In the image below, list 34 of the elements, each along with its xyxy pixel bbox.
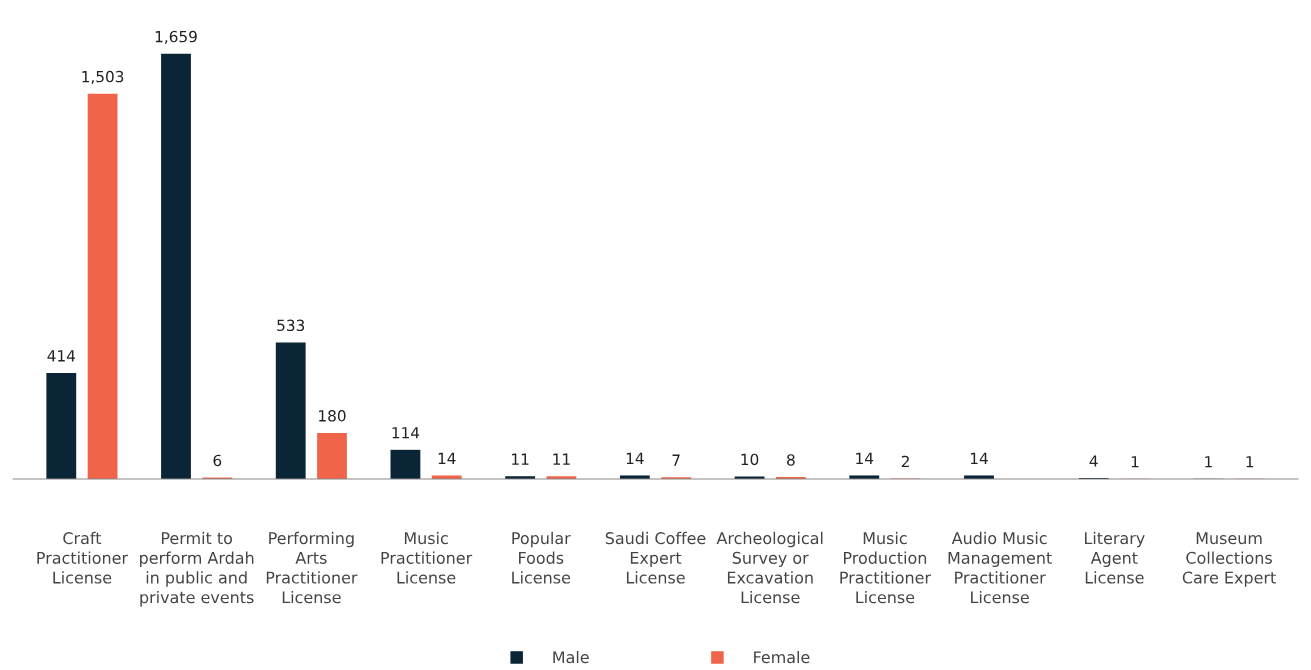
x-tick-label: Music Production Practitioner License <box>840 531 932 604</box>
data-label: 1,503 <box>82 70 124 84</box>
x-tick-label: Craft Practitioner License <box>37 531 129 584</box>
data-label: 1,659 <box>155 30 197 44</box>
data-label: 1 <box>1205 456 1212 468</box>
data-label: 8 <box>787 454 795 466</box>
data-label: 14 <box>970 452 988 464</box>
data-label: 114 <box>392 427 420 439</box>
data-label: 11 <box>512 453 529 465</box>
data-label: 14 <box>856 452 874 464</box>
x-tick-label: Performing Arts Practitioner License <box>266 531 358 604</box>
data-label: 1 <box>1131 456 1139 468</box>
data-label: 6 <box>213 454 222 467</box>
data-label: 180 <box>319 410 346 422</box>
x-tick-label: Museum Collections Care Expert <box>1182 532 1276 587</box>
x-tick-label: Music Practitioner License <box>381 531 473 584</box>
data-label: 4 <box>1089 455 1098 467</box>
x-tick-label: Popular Foods License <box>512 531 571 584</box>
x-tick-label: Permit to perform Ardah in public and private events <box>140 531 254 607</box>
data-label: 2 <box>901 455 909 468</box>
data-label: 1 <box>1246 456 1254 468</box>
data-label: 14 <box>626 452 644 464</box>
x-tick-label: Literary Agent License <box>1085 531 1145 584</box>
data-label: 7 <box>672 454 680 466</box>
data-label: 11 <box>553 453 570 465</box>
x-tick-label: Audio Music Management Practitioner License <box>948 531 1052 604</box>
data-label: 14 <box>438 452 456 464</box>
data-label: 10 <box>741 453 759 466</box>
data-label: 533 <box>277 319 305 332</box>
legend-label: Female <box>754 650 810 664</box>
legend-label: Male <box>553 650 589 664</box>
x-tick-label: Archeological Survey or Excavation License <box>716 531 823 604</box>
data-label: 414 <box>47 350 76 362</box>
x-tick-label: Saudi Coffee Expert License <box>605 531 706 584</box>
